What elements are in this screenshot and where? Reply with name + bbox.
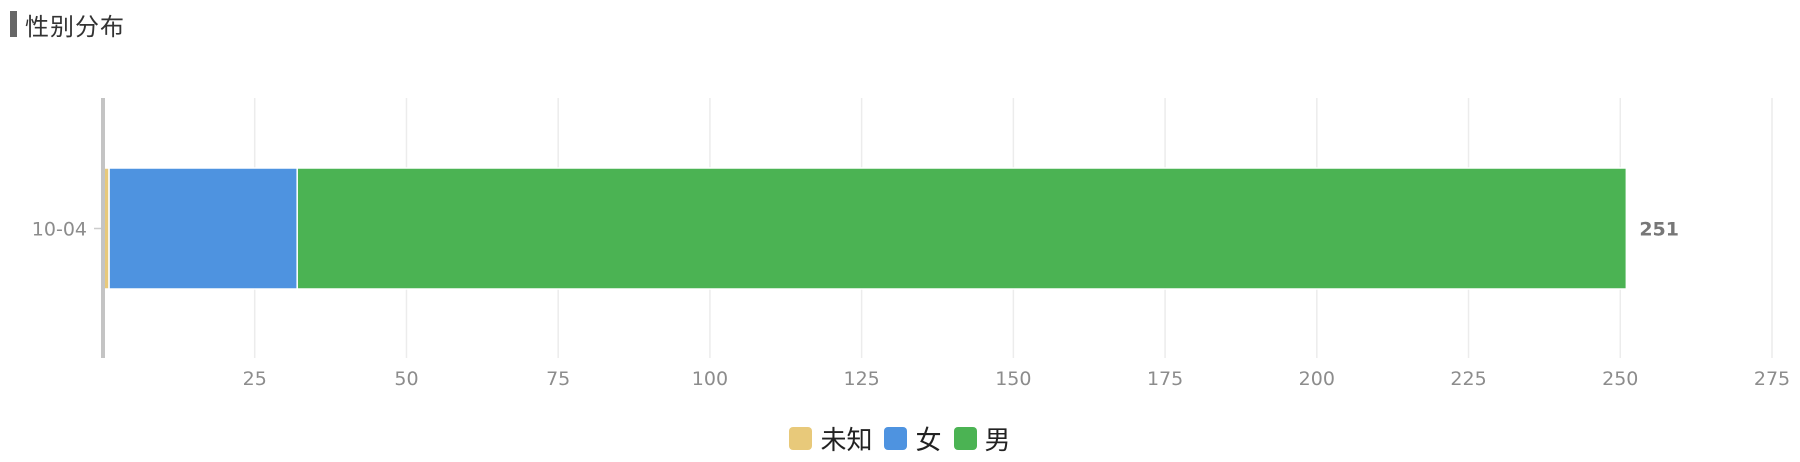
x-tick-label: 175 [1147, 368, 1183, 390]
title-accent-bar [10, 11, 17, 37]
legend-item[interactable]: 未知 [789, 420, 872, 457]
chart-header: 性别分布 [10, 8, 125, 41]
legend-item[interactable]: 女 [884, 420, 942, 457]
legend-item[interactable]: 男 [953, 420, 1011, 457]
x-tick-label: 50 [394, 368, 418, 390]
bar-total-label: 251 [1639, 219, 1679, 241]
x-tick-label: 150 [995, 368, 1031, 390]
legend-label: 女 [915, 425, 942, 456]
chart-legend: 未知 女 男 [0, 418, 1800, 458]
x-tick-label: 250 [1602, 368, 1638, 390]
bar-segment [108, 167, 298, 290]
x-tick-label: 75 [546, 368, 570, 390]
legend-swatch [953, 426, 977, 450]
x-tick-label: 100 [692, 368, 728, 390]
x-tick-label: 125 [844, 368, 880, 390]
y-tick-label: 10-04 [32, 219, 87, 241]
x-tick-label: 200 [1299, 368, 1335, 390]
chart-title: 性别分布 [25, 12, 125, 41]
x-tick-label: 25 [243, 368, 267, 390]
legend-label: 未知 [820, 425, 873, 456]
x-tick-label: 225 [1450, 368, 1486, 390]
legend-label: 男 [984, 425, 1011, 456]
bar-segment [296, 167, 1628, 290]
legend-swatch [884, 426, 908, 450]
x-tick-label: 275 [1754, 368, 1790, 390]
legend-swatch [789, 426, 813, 450]
